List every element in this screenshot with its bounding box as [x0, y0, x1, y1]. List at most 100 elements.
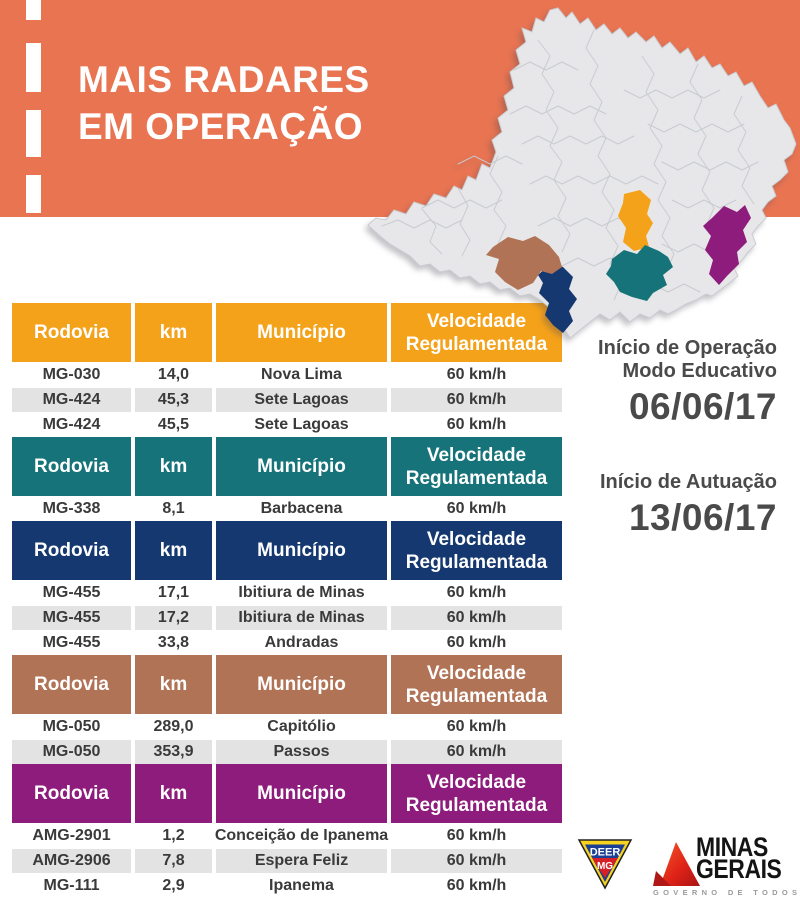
map-region-orange	[618, 190, 653, 251]
table-cell: 353,9	[135, 740, 212, 764]
radar-table-3: Rodovia km Município Velocidade Regulamenta…	[12, 521, 562, 655]
table-cell: Capitólio	[216, 715, 387, 739]
minas-gerais-wordmark: MINAS GERAIS	[696, 832, 782, 884]
table-cell: MG-424	[12, 413, 131, 437]
table-cell: 60 km/h	[391, 740, 562, 764]
road-dash-icon	[26, 110, 41, 157]
table-cell: 17,2	[135, 606, 212, 630]
column-header: Velocidade Regulamentada	[391, 437, 562, 496]
radar-table-2: Rodovia km Município Velocidade Regulamenta…	[12, 437, 562, 521]
deer-logo-text-line2: MG	[597, 861, 613, 872]
table-cell: Sete Lagoas	[216, 388, 387, 412]
road-dash-icon	[26, 43, 41, 92]
map-region-brown	[486, 236, 562, 290]
enforcement-label: Início de Autuação	[599, 471, 777, 493]
minas-gerais-pyramid-icon	[653, 842, 700, 886]
table-cell: Andradas	[216, 631, 387, 655]
table-cell: 60 km/h	[391, 849, 562, 873]
deer-logo-red-triangle	[592, 858, 618, 878]
schedule-panel: Início de Operação Modo Educativo 06/06/…	[598, 337, 777, 538]
table-cell: 1,2	[135, 824, 212, 848]
table-cell: Espera Feliz	[216, 849, 387, 873]
table-cell: MG-455	[12, 581, 131, 605]
radar-tables: Rodovia km Município Velocidade Regulamenta…	[12, 303, 562, 898]
column-header: Rodovia	[12, 437, 131, 496]
table-cell: Nova Lima	[216, 363, 387, 387]
table-cell: MG-030	[12, 363, 131, 387]
column-header: Velocidade Regulamentada	[391, 655, 562, 714]
map-region-teal	[606, 245, 673, 301]
road-dash-icon	[26, 0, 41, 20]
column-header: Velocidade Regulamentada	[391, 521, 562, 580]
table-cell: 60 km/h	[391, 874, 562, 898]
page-title-line1: MAIS RADARES	[78, 59, 370, 100]
deer-mg-logo: DEER MG	[577, 839, 633, 890]
table-cell: AMG-2906	[12, 849, 131, 873]
minas-gerais-wordmark-line1: MINAS	[696, 832, 768, 862]
column-header: km	[135, 521, 212, 580]
table-cell: 60 km/h	[391, 388, 562, 412]
minas-gerais-tagline: GOVERNO DE TODOS	[653, 888, 800, 897]
column-header: Rodovia	[12, 655, 131, 714]
minas-gerais-map	[367, 7, 797, 339]
column-header: Rodovia	[12, 764, 131, 823]
road-dash-icon	[26, 175, 41, 213]
column-header: Rodovia	[12, 521, 131, 580]
column-header: Município	[216, 521, 387, 580]
column-header: Rodovia	[12, 303, 131, 362]
column-header: Velocidade Regulamentada	[391, 764, 562, 823]
table-cell: Ibitiura de Minas	[216, 581, 387, 605]
table-cell: Ipanema	[216, 874, 387, 898]
minas-gerais-logo: MINAS GERAIS GOVERNO DE TODOS	[645, 832, 797, 903]
column-header: Município	[216, 655, 387, 714]
minas-gerais-wordmark-line2: GERAIS	[696, 853, 782, 884]
table-cell: AMG-2901	[12, 824, 131, 848]
column-header: km	[135, 655, 212, 714]
column-header: Município	[216, 764, 387, 823]
table-cell: 17,1	[135, 581, 212, 605]
table-cell: 60 km/h	[391, 363, 562, 387]
deer-logo-text-line1: DEER	[590, 847, 621, 859]
page-title: MAIS RADARES EM OPERAÇÃO	[78, 56, 370, 150]
table-cell: 33,8	[135, 631, 212, 655]
table-cell: 60 km/h	[391, 715, 562, 739]
table-cell: MG-424	[12, 388, 131, 412]
table-cell: 289,0	[135, 715, 212, 739]
table-cell: Barbacena	[216, 497, 387, 521]
operation-label-line1: Início de Operação	[598, 337, 777, 359]
table-cell: MG-050	[12, 740, 131, 764]
table-cell: 45,3	[135, 388, 212, 412]
operation-label-line2: Modo Educativo	[622, 360, 777, 382]
state-outline	[367, 7, 797, 339]
column-header: Município	[216, 303, 387, 362]
table-cell: 45,5	[135, 413, 212, 437]
table-cell: MG-050	[12, 715, 131, 739]
table-cell: 14,0	[135, 363, 212, 387]
table-cell: 60 km/h	[391, 497, 562, 521]
table-cell: 8,1	[135, 497, 212, 521]
column-header: Velocidade Regulamentada	[391, 303, 562, 362]
column-header: Município	[216, 437, 387, 496]
table-cell: 60 km/h	[391, 606, 562, 630]
table-cell: 60 km/h	[391, 581, 562, 605]
radar-table-4: Rodovia km Município Velocidade Regulamenta…	[12, 655, 562, 764]
table-cell: Passos	[216, 740, 387, 764]
table-cell: MG-455	[12, 631, 131, 655]
table-cell: Sete Lagoas	[216, 413, 387, 437]
table-cell: 2,9	[135, 874, 212, 898]
table-cell: 60 km/h	[391, 413, 562, 437]
table-cell: MG-338	[12, 497, 131, 521]
table-cell: Ibitiura de Minas	[216, 606, 387, 630]
table-cell: 60 km/h	[391, 631, 562, 655]
operation-date: 06/06/17	[628, 386, 777, 427]
column-header: km	[135, 437, 212, 496]
table-cell: 7,8	[135, 849, 212, 873]
radar-table-5: Rodovia km Município Velocidade Regulamenta…	[12, 764, 562, 898]
map-region-navy	[538, 263, 577, 333]
table-cell: MG-111	[12, 874, 131, 898]
column-header: km	[135, 764, 212, 823]
radar-table-1: Rodovia km Município Velocidade Regulamenta…	[12, 303, 562, 437]
table-cell: MG-455	[12, 606, 131, 630]
page-title-line2: EM OPERAÇÃO	[78, 106, 364, 147]
table-cell: 60 km/h	[391, 824, 562, 848]
